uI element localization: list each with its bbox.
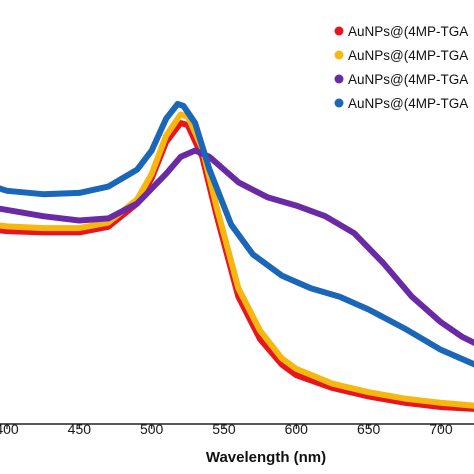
series-line-2	[0, 111, 474, 409]
legend-marker-4	[334, 98, 344, 108]
x-tick-label-400: 400	[0, 421, 19, 437]
x-tick-label-600: 600	[285, 421, 309, 437]
legend: AuNPs@(4MP-TGA AuNPs@(4MP-TGA AuNPs@(4MP-T…	[334, 24, 468, 111]
x-axis: 400 450 500 550 600 650 700	[0, 421, 474, 437]
plot-area	[0, 100, 474, 412]
legend-marker-2	[334, 50, 344, 60]
x-axis-title: Wavelength (nm)	[206, 449, 326, 466]
series-line-4	[0, 100, 474, 368]
legend-marker-1	[334, 26, 344, 36]
x-tick-label-450: 450	[68, 421, 92, 437]
x-tick-label-550: 550	[212, 421, 236, 437]
series-line-1	[0, 120, 474, 412]
series-line-3	[0, 147, 474, 347]
legend-label-2: AuNPs@(4MP-TGA	[348, 48, 468, 63]
legend-label-1: AuNPs@(4MP-TGA	[348, 24, 468, 39]
legend-label-4: AuNPs@(4MP-TGA	[348, 96, 468, 111]
x-tick-label-500: 500	[140, 421, 164, 437]
legend-marker-3	[334, 74, 344, 84]
x-tick-label-650: 650	[357, 421, 381, 437]
legend-label-3: AuNPs@(4MP-TGA	[348, 72, 468, 87]
x-tick-label-700: 700	[429, 421, 453, 437]
